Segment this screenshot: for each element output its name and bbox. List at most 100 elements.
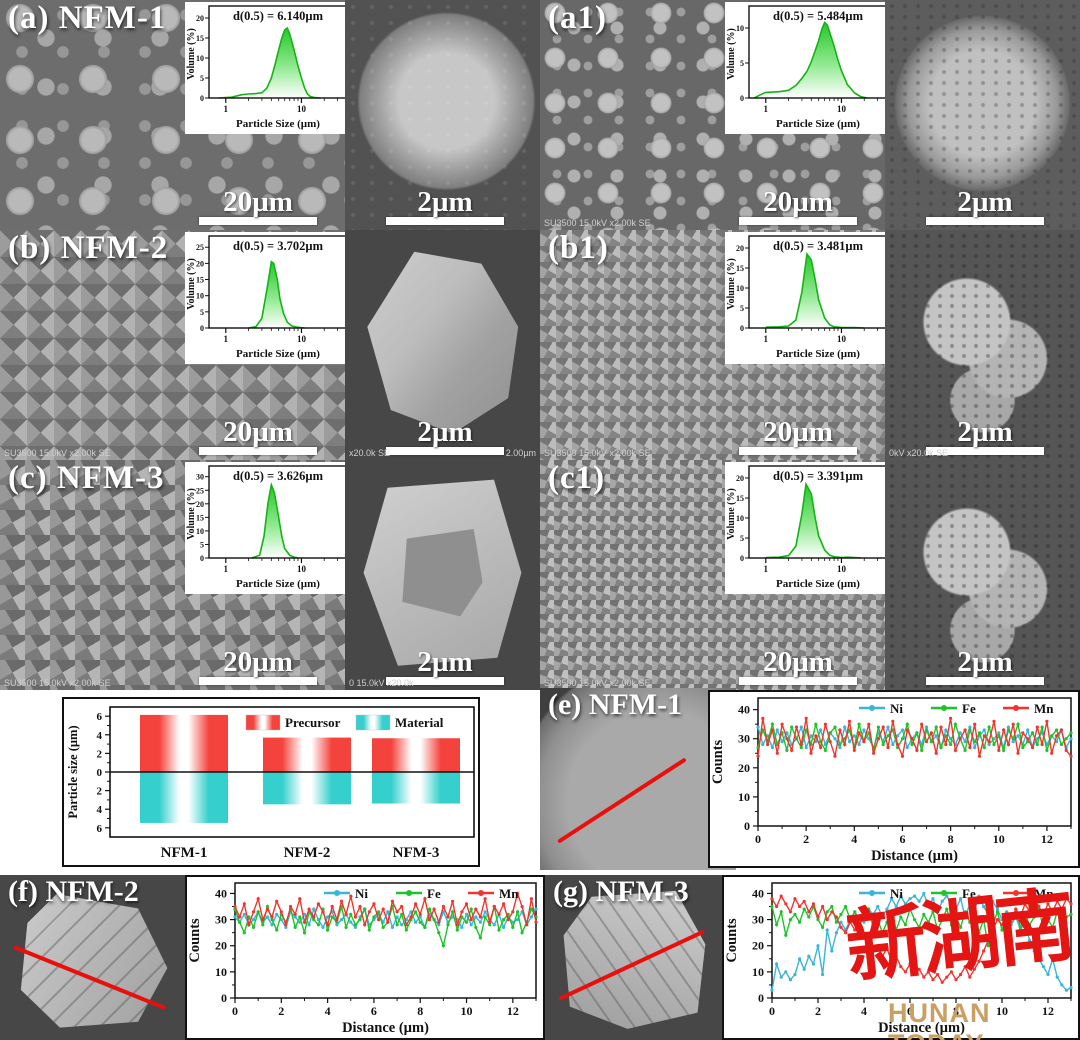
svg-text:4: 4 <box>851 832 857 846</box>
svg-text:d(0.5) = 3.626µm: d(0.5) = 3.626µm <box>233 469 324 483</box>
svg-text:25: 25 <box>196 243 204 252</box>
svg-text:NFM-3: NFM-3 <box>393 845 440 861</box>
svg-text:4: 4 <box>325 1004 331 1018</box>
svg-text:Mn: Mn <box>1034 886 1054 901</box>
scalebar-a-low: 20µm <box>199 187 317 225</box>
panel-b1-label: (b1) <box>548 230 609 266</box>
svg-text:Distance (µm): Distance (µm) <box>342 1020 429 1036</box>
svg-text:d(0.5) = 5.484µm: d(0.5) = 5.484µm <box>773 9 864 23</box>
sem-image-c-low: (c) NFM-3 0 5 10 15 20 25 30 1 10 Particle Size (… <box>0 460 345 690</box>
svg-text:8: 8 <box>953 1004 959 1018</box>
svg-text:20: 20 <box>752 939 764 953</box>
svg-text:20: 20 <box>215 939 227 953</box>
sem-image-g: (g) NFM-3 <box>545 875 722 1040</box>
series-Fe <box>756 721 1073 754</box>
svg-text:10: 10 <box>215 965 227 979</box>
sem-info-b-high-left: x20.0k SE <box>349 448 391 458</box>
linescan-chart-f: 0 10 20 30 40 0 2 4 6 8 10 12 Distance (µm) Counts Ni F… <box>187 882 538 1036</box>
scalebar-a1-low: 20µm <box>739 187 857 225</box>
svg-text:8: 8 <box>948 832 954 846</box>
svg-text:1: 1 <box>764 564 769 574</box>
svg-text:0: 0 <box>740 324 744 333</box>
svg-text:10: 10 <box>196 292 204 301</box>
svg-text:40: 40 <box>752 886 764 900</box>
svg-text:Volume (%): Volume (%) <box>186 488 197 540</box>
sem-info-b-low: SU3500 15.0kV x2.00k SE <box>4 448 111 458</box>
svg-text:10: 10 <box>752 965 764 979</box>
linescan-chart-e: 0 10 20 30 40 0 2 4 6 8 10 12 Distance (µm) Counts Ni F… <box>710 697 1073 864</box>
sem-image-c-high: 2µm 0 15.0kV x20.0k <box>345 460 540 690</box>
svg-text:Fe: Fe <box>962 701 976 716</box>
panel-c-label: (c) NFM-3 <box>8 460 165 496</box>
svg-text:12: 12 <box>1042 1004 1054 1018</box>
svg-text:12: 12 <box>1041 832 1053 846</box>
svg-text:d(0.5) = 3.391µm: d(0.5) = 3.391µm <box>773 469 864 483</box>
svg-text:d(0.5) = 3.481µm: d(0.5) = 3.481µm <box>773 239 864 253</box>
scalebar-a-high: 2µm <box>386 187 504 225</box>
particle-size-bar-chart-panel: 6 4 2 0 2 4 6 Particle size (µm) NFM-1 NFM-2 NFM-3… <box>62 697 480 867</box>
crystal-b <box>367 251 519 434</box>
svg-text:Ni: Ni <box>355 886 368 901</box>
scalebar-c-low: 20µm <box>199 647 317 685</box>
svg-text:Distance (µm): Distance (µm) <box>871 848 958 864</box>
svg-text:5: 5 <box>200 308 204 317</box>
svg-text:2: 2 <box>97 786 103 798</box>
crystal-c <box>363 479 522 666</box>
svg-text:10: 10 <box>736 514 744 523</box>
svg-text:0: 0 <box>769 1004 775 1018</box>
panel-g-label: (g) NFM-3 <box>553 875 689 908</box>
scalebar-b1-low: 20µm <box>739 417 857 455</box>
svg-text:5: 5 <box>740 534 744 543</box>
svg-text:Counts: Counts <box>187 918 203 963</box>
sem-image-b1-low: (b1) 0 5 10 15 20 1 10 Particle Size (µm) Volume… <box>540 230 885 460</box>
svg-text:6: 6 <box>899 832 905 846</box>
svg-text:0: 0 <box>200 554 204 563</box>
svg-text:12: 12 <box>507 1004 519 1018</box>
svg-text:NFM-1: NFM-1 <box>161 845 208 861</box>
svg-text:40: 40 <box>738 703 750 717</box>
svg-text:2: 2 <box>815 1004 821 1018</box>
linescan-path-e <box>557 757 687 844</box>
svg-text:4: 4 <box>97 804 103 816</box>
svg-text:Precursor: Precursor <box>285 715 341 730</box>
svg-text:6: 6 <box>907 1004 913 1018</box>
panel-a: (a) NFM-1 0 5 10 15 20 1 10 Particle Size (µm) V… <box>0 0 540 230</box>
series-Mn <box>233 891 538 928</box>
particle-size-inset-a1: 0 5 10 1 10 Particle Size (µm) Volume (%) d(0.5… <box>725 2 885 134</box>
svg-text:2: 2 <box>278 1004 284 1018</box>
sem-info-b1-high-left: 0kV x20.0k SE <box>889 448 949 458</box>
sem-image-c1-high: 2µm <box>885 460 1080 690</box>
svg-text:10: 10 <box>196 54 204 63</box>
svg-text:0: 0 <box>744 819 750 833</box>
svg-text:Mn: Mn <box>1034 701 1054 716</box>
svg-text:6: 6 <box>97 711 103 723</box>
svg-text:Ni: Ni <box>890 701 903 716</box>
svg-text:Volume (%): Volume (%) <box>186 258 197 310</box>
sem-info-a1-low: SU3500 15.0kV x2.00k SE <box>544 218 651 228</box>
sem-info-b1-low: SU3500 15.0kV x2.00k SE <box>544 448 651 458</box>
svg-text:10: 10 <box>297 564 307 574</box>
svg-text:1: 1 <box>224 104 229 114</box>
svg-text:5: 5 <box>200 74 204 83</box>
svg-text:25: 25 <box>196 486 204 495</box>
svg-text:20: 20 <box>738 761 750 775</box>
linescan-chart-panel-g: 0 10 20 30 40 0 2 4 6 8 10 12 Distance (µm) Counts Ni F… <box>722 875 1080 1040</box>
svg-text:1: 1 <box>224 334 229 344</box>
sem-image-b-low: (b) NFM-2 0 5 10 15 20 25 1 10 Particle Size (µm… <box>0 230 345 460</box>
scalebar-b1-high: 2µm <box>926 417 1044 455</box>
svg-text:0: 0 <box>755 832 761 846</box>
svg-text:1: 1 <box>224 564 229 574</box>
svg-text:1: 1 <box>764 334 769 344</box>
panel-b-label: (b) NFM-2 <box>8 230 169 266</box>
panel-c1-label: (c1) <box>548 460 606 496</box>
scalebar-a1-high: 2µm <box>926 187 1044 225</box>
svg-text:Fe: Fe <box>427 886 441 901</box>
svg-text:Material: Material <box>395 715 444 730</box>
svg-text:Fe: Fe <box>962 886 976 901</box>
linescan-chart-g: 0 10 20 30 40 0 2 4 6 8 10 12 Distance (µm) Counts Ni F… <box>724 882 1073 1036</box>
svg-text:10: 10 <box>297 104 307 114</box>
sem-image-c1-low: (c1) 0 5 10 15 20 1 10 Particle Size (µm) Volume… <box>540 460 885 690</box>
svg-text:10: 10 <box>461 1004 473 1018</box>
sem-image-a1-high: 2µm <box>885 0 1080 230</box>
